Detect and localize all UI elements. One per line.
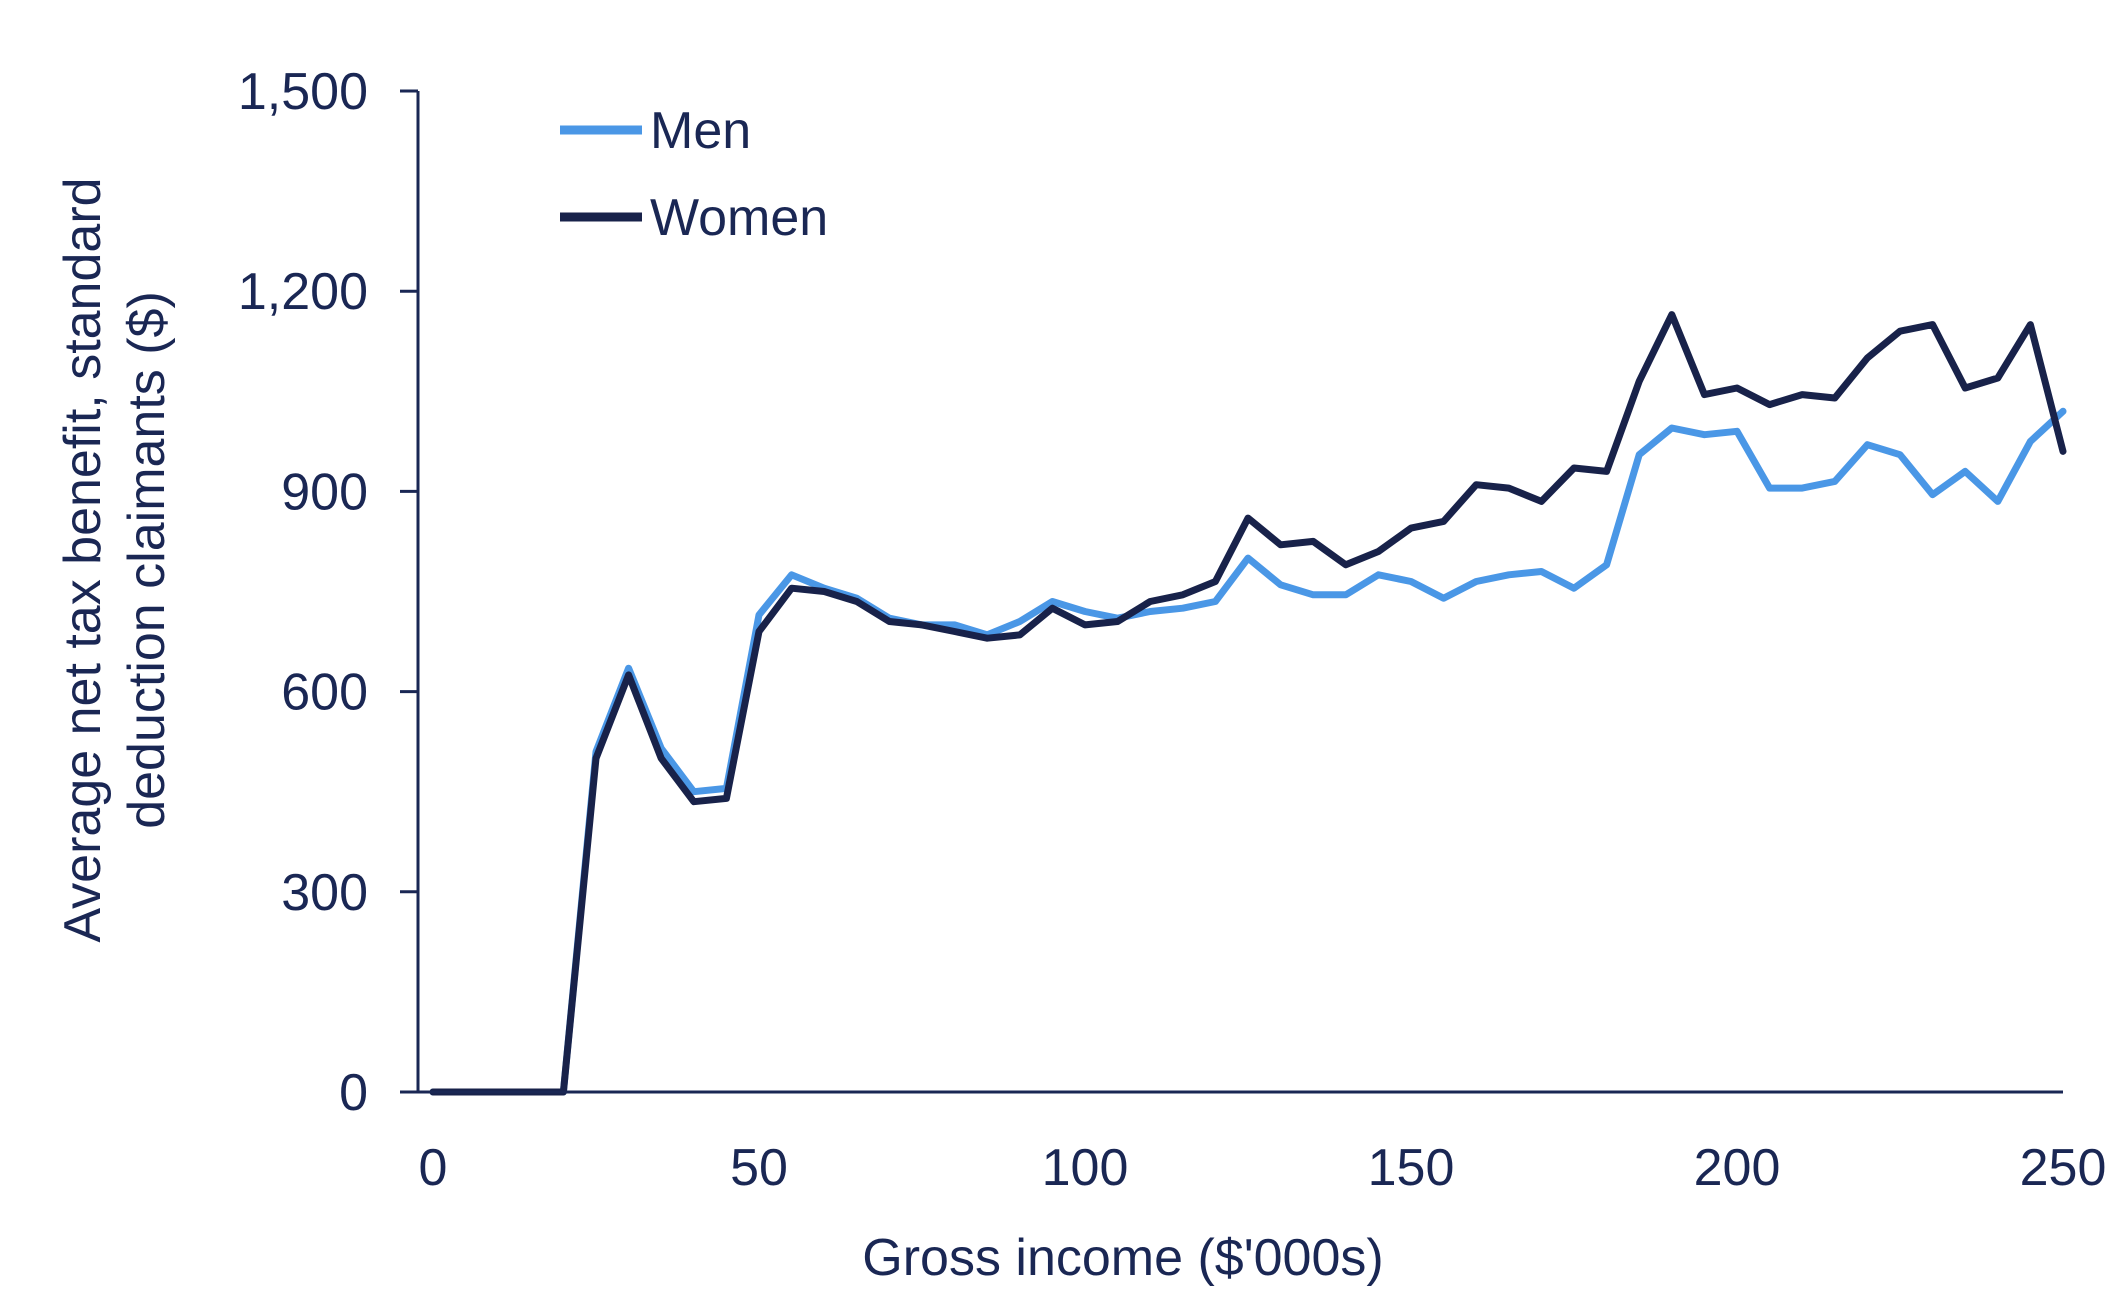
y-tick-label: 900 [281,463,368,521]
legend-label-women: Women [650,189,828,247]
legend: Men Women [560,102,828,247]
x-axis-ticks: 0 50 100 150 200 250 [419,1139,2107,1197]
x-tick-label: 50 [730,1139,788,1197]
y-tick-label: 300 [281,864,368,922]
legend-item-men: Men [560,102,751,160]
y-axis-title-line-2: deduction claimants ($) [118,291,176,829]
y-tick-label: 0 [339,1064,368,1122]
legend-item-women: Women [560,189,828,247]
y-axis-title: Average net tax benefit, standard deduct… [54,177,176,942]
x-tick-label: 150 [1368,1139,1455,1197]
y-tick-label: 600 [281,664,368,722]
series-lines [429,311,2067,1096]
x-tick-label: 250 [2020,1139,2107,1197]
x-axis-title: Gross income ($'000s) [862,1229,1383,1287]
y-tick-label: 1,500 [238,63,368,121]
x-tick-label: 100 [1042,1139,1129,1197]
y-axis-title-line-1: Average net tax benefit, standard [54,177,112,942]
y-axis-ticks: 0 300 600 900 1,200 1,500 [238,63,418,1122]
series-line-men [429,407,2067,1096]
legend-label-men: Men [650,102,751,160]
x-tick-label: 200 [1694,1139,1781,1197]
y-tick-label: 1,200 [238,263,368,321]
x-tick-label: 0 [419,1139,448,1197]
series-line-women [429,311,2067,1096]
